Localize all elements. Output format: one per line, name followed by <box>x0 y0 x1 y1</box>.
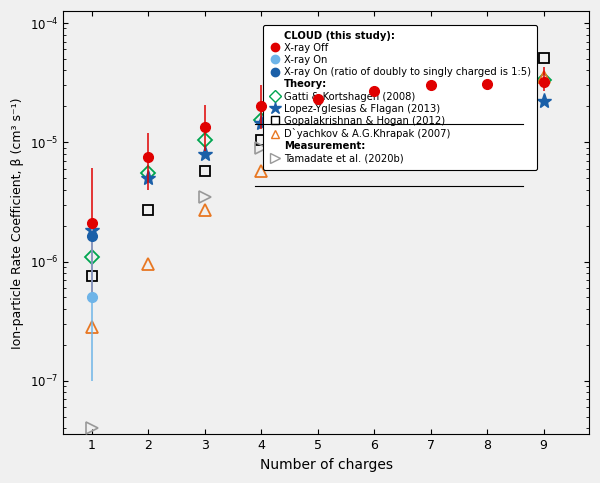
X-axis label: Number of charges: Number of charges <box>260 458 392 472</box>
Legend: CLOUD (this study):, X-ray Off, X-ray On, X-ray On (ratio of doubly to singly ch: CLOUD (this study):, X-ray Off, X-ray On… <box>263 25 537 170</box>
Y-axis label: Ion-particle Rate Coefficient, β (cm³ s⁻¹): Ion-particle Rate Coefficient, β (cm³ s⁻… <box>11 97 24 349</box>
